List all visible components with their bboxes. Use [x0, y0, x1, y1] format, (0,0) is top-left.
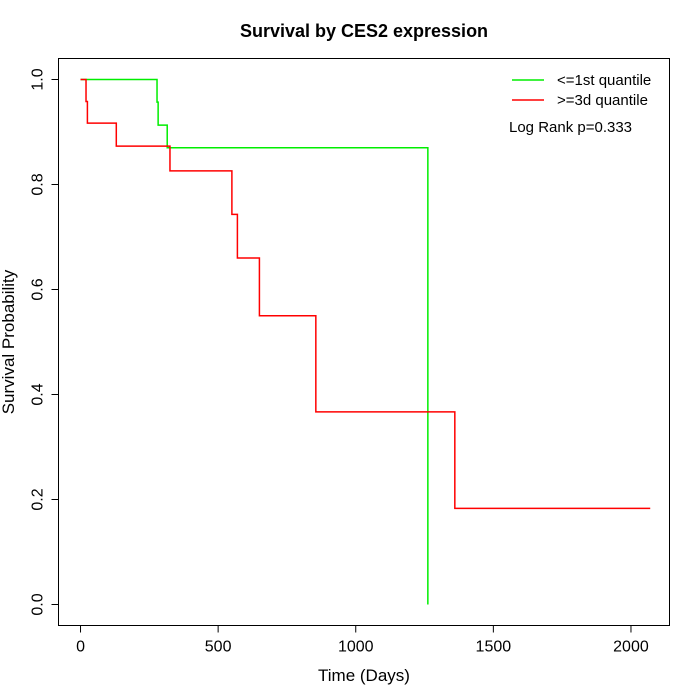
y-tick-label: 1.0 — [30, 68, 47, 90]
y-axis-label: Survival Probability — [0, 269, 18, 414]
legend: <=1st quantile >=3d quantile — [512, 72, 651, 109]
series-line-2 — [80, 78, 651, 510]
x-axis-label: Time (Days) — [318, 666, 410, 685]
x-tick-label: 2000 — [613, 639, 649, 656]
x-tick-label: 1500 — [476, 639, 512, 656]
series-line-1 — [80, 78, 429, 605]
y-tick-label: 0.6 — [30, 278, 47, 300]
y-tick-label: 0.4 — [30, 383, 47, 405]
chart-title: Survival by CES2 expression — [240, 21, 488, 41]
legend-label: >=3d quantile — [557, 92, 648, 109]
y-tick-label: 0.0 — [30, 593, 47, 615]
y-tick-label: 0.8 — [30, 173, 47, 195]
plot-frame — [58, 58, 670, 626]
x-axis: 0 500 1000 1500 2000 — [76, 625, 649, 656]
y-tick-label: 0.2 — [30, 488, 47, 510]
x-tick-label: 500 — [205, 639, 232, 656]
log-rank-annotation: Log Rank p=0.333 — [509, 119, 632, 136]
x-tick-label: 1000 — [338, 639, 374, 656]
y-axis: 0.0 0.2 0.4 0.6 0.8 1.0 — [30, 68, 59, 616]
legend-label: <=1st quantile — [557, 72, 651, 89]
series-layer — [80, 78, 651, 605]
x-tick-label: 0 — [76, 639, 85, 656]
